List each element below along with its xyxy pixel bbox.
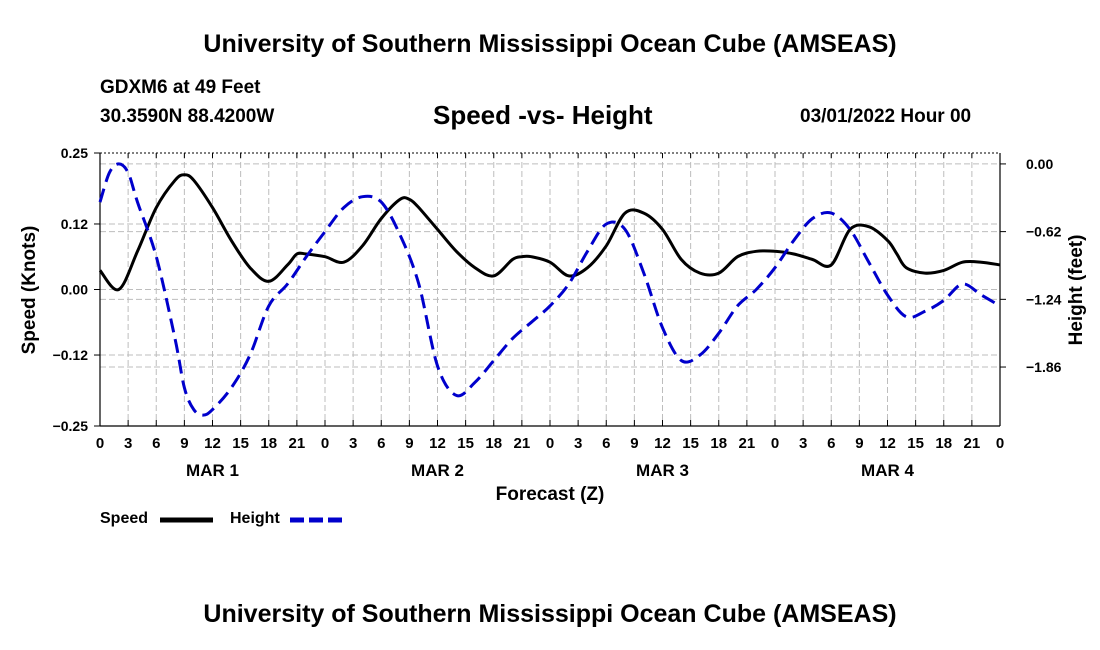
x-tick-label: 21	[739, 435, 756, 452]
y-tick-label: 0.00	[61, 282, 88, 298]
y2-axis-title: Height (feet)	[1066, 235, 1087, 346]
y-tick-label: 0.12	[61, 216, 88, 232]
x-tick-label: 0	[96, 435, 104, 452]
y2-tick-label: 0.00	[1026, 156, 1053, 172]
legend-height-label: Height	[230, 510, 280, 527]
y-tick-label: 0.25	[61, 145, 88, 161]
x-tick-label: 6	[377, 435, 385, 452]
series-line-speed	[98, 173, 1001, 292]
x-tick-label: 12	[204, 435, 221, 452]
x-tick-label: 9	[180, 435, 188, 452]
x-tick-label: 12	[879, 435, 896, 452]
x-tick-label: 9	[855, 435, 863, 452]
day-label: MAR 3	[636, 461, 689, 480]
x-tick-label: 3	[349, 435, 357, 452]
x-tick-label: 12	[654, 435, 671, 452]
x-tick-label: 6	[152, 435, 160, 452]
page-title: University of Southern Mississippi Ocean…	[203, 30, 897, 58]
x-tick-label: 15	[907, 435, 924, 452]
y2-tick-label: −1.86	[1026, 359, 1062, 375]
x-tick-label: 3	[124, 435, 132, 452]
x-tick-label: 15	[232, 435, 249, 452]
station-label: GDXM6 at 49 Feet	[100, 77, 261, 98]
footer-title: University of Southern Mississippi Ocean…	[203, 600, 897, 628]
y-axis-title: Speed (Knots)	[19, 226, 40, 355]
x-tick-label: 6	[602, 435, 610, 452]
x-tick-label: 0	[321, 435, 329, 452]
x-tick-label: 0	[546, 435, 554, 452]
x-tick-label: 21	[289, 435, 306, 452]
forecast-datetime: 03/01/2022 Hour 00	[800, 106, 972, 127]
x-tick-label: 9	[405, 435, 413, 452]
legend-speed-label: Speed	[100, 510, 149, 527]
x-tick-label: 15	[682, 435, 699, 452]
x-tick-label: 18	[260, 435, 277, 452]
speed-height-chart: 0 3 6 9 12 15 18 21 0 3 6 9 12 15 18 21 0 3 6 9 12 15 18 21 0 3 6 9…	[19, 145, 1087, 523]
x-tick-label: 9	[630, 435, 638, 452]
x-tick-label: 21	[514, 435, 531, 452]
y2-tick-label: −1.24	[1026, 291, 1062, 307]
x-tick-label: 12	[429, 435, 446, 452]
x-tick-label: 3	[799, 435, 807, 452]
x-tick-label: 21	[964, 435, 981, 452]
day-label: MAR 4	[861, 461, 914, 480]
y2-tick-label: −0.62	[1026, 224, 1062, 240]
x-axis-title: Forecast (Z)	[496, 484, 605, 505]
x-tick-label: 15	[457, 435, 474, 452]
y-tick-label: −0.12	[53, 347, 89, 363]
x-tick-label: 6	[827, 435, 835, 452]
x-tick-label: 0	[996, 435, 1004, 452]
y-tick-label: −0.25	[53, 418, 89, 434]
x-tick-label: 18	[935, 435, 952, 452]
x-tick-label: 18	[710, 435, 727, 452]
day-label: MAR 2	[411, 461, 464, 480]
x-tick-label: 18	[485, 435, 502, 452]
chart-title: Speed -vs- Height	[433, 100, 653, 130]
x-tick-label: 3	[574, 435, 582, 452]
coordinates-label: 30.3590N 88.4200W	[100, 106, 275, 127]
x-tick-label: 0	[771, 435, 779, 452]
day-label: MAR 1	[186, 461, 239, 480]
